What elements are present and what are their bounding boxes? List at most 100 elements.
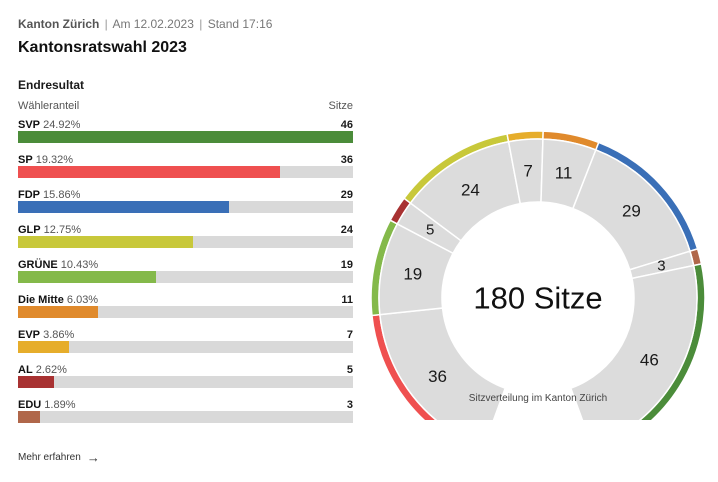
party-name: SP xyxy=(18,154,33,166)
bar-evp xyxy=(18,341,69,353)
party-label: FDP 15.86% xyxy=(18,189,80,201)
party-row: FDP 15.86% 29 xyxy=(18,184,353,219)
bar-glp xyxy=(18,236,193,248)
bar-track xyxy=(18,376,353,388)
page-title: Kantonsratswahl 2023 xyxy=(18,39,187,56)
party-label: AL 2.62% xyxy=(18,364,67,376)
column-header: Wähleranteil Sitze xyxy=(18,100,353,112)
party-seats: 36 xyxy=(340,154,353,166)
party-label-line: GLP 12.75% 24 xyxy=(18,219,353,236)
party-share: 1.89% xyxy=(41,399,76,411)
seat-count-label: 46 xyxy=(640,351,659,370)
bar-track xyxy=(18,271,353,283)
party-label: EDU 1.89% xyxy=(18,399,75,411)
party-label: EVP 3.86% xyxy=(18,329,74,341)
party-share: 19.32% xyxy=(32,154,74,166)
party-row: GLP 12.75% 24 xyxy=(18,219,353,254)
party-list: SVP 24.92% 46 SP 19.32% 36 FDP 15.86% 29 GLP 1… xyxy=(18,114,353,429)
party-label: SP 19.32% xyxy=(18,154,73,166)
party-name: GRÜNE xyxy=(18,259,58,271)
seat-count-label: 24 xyxy=(461,180,480,199)
results-panel: Endresultat Wähleranteil Sitze SVP 24.92… xyxy=(18,78,353,429)
party-label-line: AL 2.62% 5 xyxy=(18,359,353,376)
party-row: EVP 3.86% 7 xyxy=(18,324,353,359)
party-label: GLP 12.75% xyxy=(18,224,81,236)
bar-track xyxy=(18,341,353,353)
party-seats: 7 xyxy=(346,329,353,341)
bar-track xyxy=(18,306,353,318)
bar-track xyxy=(18,236,353,248)
party-share: 15.86% xyxy=(40,189,81,201)
bar-al xyxy=(18,376,55,388)
party-name: EDU xyxy=(18,399,42,411)
bar-die-mitte xyxy=(18,306,99,318)
party-label-line: SP 19.32% 36 xyxy=(18,149,353,166)
party-share: 3.86% xyxy=(40,329,75,341)
party-share: 24.92% xyxy=(40,119,81,131)
bar-svp xyxy=(18,131,353,143)
party-label-line: Die Mitte 6.03% 11 xyxy=(18,289,353,306)
seat-count-label: 7 xyxy=(523,161,532,180)
party-name: SVP xyxy=(18,119,41,131)
bar-track xyxy=(18,201,353,213)
party-seats: 5 xyxy=(346,364,353,376)
party-share: 6.03% xyxy=(63,294,99,306)
bar-edu xyxy=(18,411,40,423)
party-row: Die Mitte 6.03% 11 xyxy=(18,289,353,324)
arrow-right-icon: → xyxy=(86,450,100,465)
party-share: 12.75% xyxy=(40,224,81,236)
seat-count-label: 19 xyxy=(403,264,422,283)
bar-track xyxy=(18,411,353,423)
party-seats: 3 xyxy=(346,399,353,411)
party-share: 2.62% xyxy=(32,364,67,376)
party-label-line: GRÜNE 10.43% 19 xyxy=(18,254,353,271)
party-label: GRÜNE 10.43% xyxy=(18,259,98,271)
party-row: GRÜNE 10.43% 19 xyxy=(18,254,353,289)
party-label-line: EDU 1.89% 3 xyxy=(18,394,353,411)
party-row: SP 19.32% 36 xyxy=(18,149,353,184)
party-seats: 46 xyxy=(340,119,353,131)
party-label-line: FDP 15.86% 29 xyxy=(18,184,353,201)
seat-count-label: 36 xyxy=(428,367,447,386)
party-label: SVP 24.92% xyxy=(18,119,80,131)
seat-count-label: 3 xyxy=(657,258,665,275)
status-time: Stand 17:16 xyxy=(207,17,273,31)
arc-seats-svp xyxy=(569,264,698,420)
party-name: AL xyxy=(18,364,33,376)
party-name: Die Mitte xyxy=(18,294,64,306)
seat-count-label: 11 xyxy=(555,164,573,183)
party-label-line: EVP 3.86% 7 xyxy=(18,324,353,341)
election-date: Am 12.02.2023 xyxy=(112,17,194,31)
bar-track xyxy=(18,166,353,178)
party-name: EVP xyxy=(18,329,41,341)
region-label: Kanton Zürich xyxy=(18,17,100,31)
party-row: AL 2.62% 5 xyxy=(18,359,353,394)
bar-fdp xyxy=(18,201,230,213)
party-seats: 24 xyxy=(340,224,353,236)
seat-count-label: 5 xyxy=(426,222,434,239)
total-seats-label: 180 Sitze xyxy=(473,281,602,316)
seat-distribution-chart: 36 19 5 24 7 11 29 3 46 180 Sitze Sitzverteilung i… xyxy=(370,130,706,420)
party-seats: 11 xyxy=(341,294,353,306)
party-row: EDU 1.89% 3 xyxy=(18,394,353,429)
bar-track xyxy=(18,131,353,143)
party-name: GLP xyxy=(18,224,41,236)
more-info-label: Mehr erfahren xyxy=(18,452,81,463)
seats-column-label: Sitze xyxy=(328,100,353,112)
election-meta: Kanton Zürich | Am 12.02.2023 | Stand 17… xyxy=(18,17,272,31)
seat-count-label: 29 xyxy=(622,202,641,221)
party-name: FDP xyxy=(18,189,40,201)
section-title: Endresultat xyxy=(18,78,85,92)
meta-separator: | xyxy=(104,17,108,31)
page-header: Kanton Zürich | Am 12.02.2023 | Stand 17… xyxy=(18,17,272,57)
party-seats: 19 xyxy=(340,259,353,271)
bar-gruene xyxy=(18,271,157,283)
party-label-line: SVP 24.92% 46 xyxy=(18,114,353,131)
meta-separator: | xyxy=(199,17,203,31)
bar-sp xyxy=(18,166,281,178)
more-info-link[interactable]: Mehr erfahren → xyxy=(18,450,100,465)
party-row: SVP 24.92% 46 xyxy=(18,114,353,149)
party-seats: 29 xyxy=(340,189,353,201)
chart-caption: Sitzverteilung im Kanton Zürich xyxy=(469,393,607,404)
party-share: 10.43% xyxy=(57,259,99,271)
